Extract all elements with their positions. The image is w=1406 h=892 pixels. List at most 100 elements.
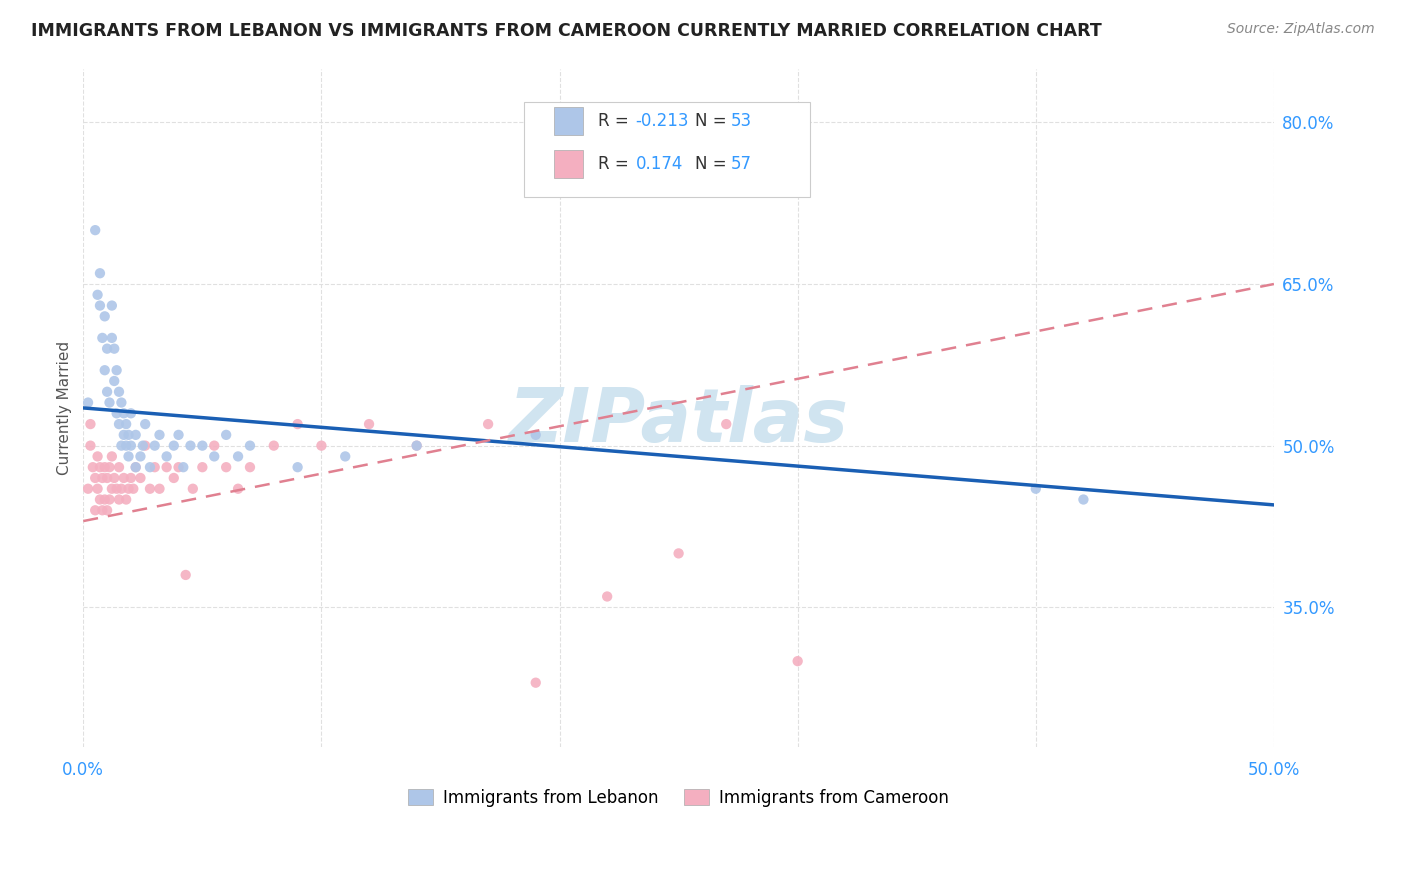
Point bbox=[108, 460, 131, 475]
Point bbox=[101, 299, 124, 313]
Point bbox=[101, 331, 124, 345]
Point bbox=[167, 460, 190, 475]
Point bbox=[117, 450, 139, 464]
Point bbox=[110, 482, 132, 496]
Point bbox=[103, 471, 125, 485]
Y-axis label: Currently Married: Currently Married bbox=[58, 341, 72, 475]
FancyBboxPatch shape bbox=[524, 103, 810, 197]
Point bbox=[125, 428, 148, 442]
Point bbox=[181, 482, 204, 496]
Point bbox=[139, 482, 162, 496]
Point bbox=[263, 439, 285, 453]
Point bbox=[120, 471, 142, 485]
Point bbox=[596, 590, 619, 604]
Point bbox=[226, 450, 249, 464]
Point bbox=[122, 482, 145, 496]
Point bbox=[93, 492, 115, 507]
Point bbox=[125, 460, 148, 475]
Point bbox=[98, 395, 121, 409]
Point bbox=[405, 439, 427, 453]
Point bbox=[84, 503, 107, 517]
Point bbox=[405, 439, 427, 453]
Point bbox=[174, 568, 197, 582]
Text: R =: R = bbox=[598, 112, 634, 130]
Point bbox=[103, 342, 125, 356]
Point bbox=[167, 428, 190, 442]
Point bbox=[134, 439, 156, 453]
Point bbox=[1073, 492, 1095, 507]
Point bbox=[108, 492, 131, 507]
Point bbox=[287, 417, 309, 431]
Point bbox=[524, 675, 547, 690]
Point bbox=[120, 406, 142, 420]
Point bbox=[91, 331, 114, 345]
Point bbox=[163, 471, 186, 485]
Point bbox=[91, 471, 114, 485]
Point bbox=[89, 266, 111, 280]
Point bbox=[103, 374, 125, 388]
Point bbox=[117, 482, 139, 496]
Point bbox=[357, 417, 380, 431]
Point bbox=[82, 460, 104, 475]
Point bbox=[716, 417, 738, 431]
Point bbox=[215, 460, 238, 475]
Text: 57: 57 bbox=[731, 155, 752, 173]
Point bbox=[96, 342, 118, 356]
Point bbox=[311, 439, 333, 453]
Point bbox=[101, 482, 124, 496]
Point bbox=[134, 417, 156, 431]
Point bbox=[132, 439, 155, 453]
Point bbox=[105, 482, 128, 496]
FancyBboxPatch shape bbox=[554, 150, 583, 178]
Text: ZIPatlas: ZIPatlas bbox=[509, 385, 849, 458]
Point bbox=[1025, 482, 1047, 496]
FancyBboxPatch shape bbox=[554, 106, 583, 135]
Point bbox=[77, 482, 100, 496]
Point bbox=[156, 450, 179, 464]
Point bbox=[172, 460, 194, 475]
Point bbox=[668, 546, 690, 560]
Point bbox=[77, 395, 100, 409]
Point bbox=[86, 287, 108, 301]
Point bbox=[148, 428, 170, 442]
Point bbox=[112, 471, 135, 485]
Text: R =: R = bbox=[598, 155, 638, 173]
Point bbox=[108, 384, 131, 399]
Point bbox=[91, 503, 114, 517]
Point bbox=[89, 492, 111, 507]
Text: Source: ZipAtlas.com: Source: ZipAtlas.com bbox=[1227, 22, 1375, 37]
Point bbox=[89, 299, 111, 313]
Point bbox=[477, 417, 499, 431]
Point bbox=[148, 482, 170, 496]
Point bbox=[786, 654, 808, 668]
Point bbox=[96, 471, 118, 485]
Point bbox=[110, 395, 132, 409]
Point bbox=[191, 439, 214, 453]
Point bbox=[108, 417, 131, 431]
Point bbox=[143, 439, 166, 453]
Point bbox=[156, 460, 179, 475]
Point bbox=[86, 450, 108, 464]
Point bbox=[93, 310, 115, 324]
Point bbox=[117, 428, 139, 442]
Point bbox=[98, 460, 121, 475]
Point bbox=[115, 492, 138, 507]
Text: N =: N = bbox=[696, 155, 733, 173]
Point bbox=[79, 439, 101, 453]
Point bbox=[105, 363, 128, 377]
Point bbox=[84, 471, 107, 485]
Point bbox=[115, 439, 138, 453]
Legend: Immigrants from Lebanon, Immigrants from Cameroon: Immigrants from Lebanon, Immigrants from… bbox=[402, 782, 956, 814]
Point bbox=[96, 503, 118, 517]
Point bbox=[84, 223, 107, 237]
Point bbox=[93, 460, 115, 475]
Text: N =: N = bbox=[696, 112, 733, 130]
Point bbox=[202, 450, 225, 464]
Point bbox=[179, 439, 201, 453]
Point bbox=[115, 417, 138, 431]
Point bbox=[335, 450, 357, 464]
Text: IMMIGRANTS FROM LEBANON VS IMMIGRANTS FROM CAMEROON CURRENTLY MARRIED CORRELATIO: IMMIGRANTS FROM LEBANON VS IMMIGRANTS FR… bbox=[31, 22, 1102, 40]
Point bbox=[129, 471, 152, 485]
Point bbox=[239, 460, 262, 475]
Point bbox=[191, 460, 214, 475]
